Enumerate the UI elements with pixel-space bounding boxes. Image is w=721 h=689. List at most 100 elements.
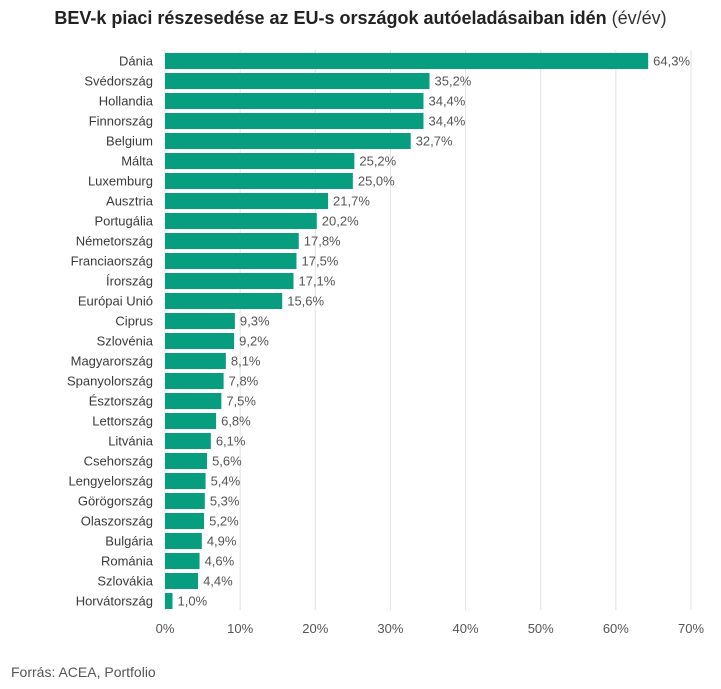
bar	[165, 193, 329, 209]
category-label: Horvátország	[76, 594, 153, 609]
x-tick-label: 60%	[603, 621, 629, 636]
bar	[165, 273, 294, 289]
data-label: 8,1%	[231, 354, 261, 369]
category-label: Észtország	[89, 394, 153, 409]
bar	[165, 433, 211, 449]
category-label: Spanyolország	[67, 374, 153, 389]
category-label: Luxemburg	[88, 174, 153, 189]
data-label: 20,2%	[322, 214, 359, 229]
bar	[165, 373, 224, 389]
category-label: Ciprus	[115, 314, 153, 329]
data-label: 25,2%	[359, 154, 396, 169]
category-label: Magyarország	[71, 354, 153, 369]
bar	[165, 133, 411, 149]
bar	[165, 553, 200, 569]
bar	[165, 493, 205, 509]
data-label: 35,2%	[435, 74, 472, 89]
category-label: Bulgária	[105, 534, 153, 549]
bar	[165, 73, 430, 89]
category-label: Szlovénia	[97, 334, 154, 349]
data-label: 5,6%	[212, 454, 242, 469]
category-label: Olaszország	[81, 514, 153, 529]
x-tick-label: 30%	[377, 621, 403, 636]
data-label: 4,4%	[203, 574, 233, 589]
bar	[165, 173, 353, 189]
data-label: 4,9%	[207, 534, 237, 549]
category-label: Lettország	[92, 414, 153, 429]
data-label: 9,2%	[239, 334, 269, 349]
x-tick-label: 10%	[227, 621, 253, 636]
bar	[165, 533, 202, 549]
chart-title-main: BEV-k piaci részesedése az EU-s országok…	[54, 8, 607, 28]
category-labels: Dánia Svédország Hollandia Finnország Belgiu…	[67, 54, 154, 609]
data-label: 5,2%	[209, 514, 239, 529]
category-label: Románia	[101, 554, 154, 569]
bar	[165, 213, 317, 229]
bar	[165, 233, 299, 249]
data-label: 17,8%	[304, 234, 341, 249]
category-label: Finnország	[89, 114, 153, 129]
category-label: Franciaország	[71, 254, 153, 269]
data-label: 34,4%	[428, 114, 465, 129]
bar-chart: Dánia Svédország Hollandia Finnország Belgiu…	[67, 50, 705, 636]
category-label: Belgium	[106, 134, 153, 149]
category-label: Litvánia	[108, 434, 154, 449]
bar	[165, 593, 173, 609]
data-label: 6,8%	[221, 414, 251, 429]
data-label: 7,5%	[226, 394, 256, 409]
bar	[165, 253, 297, 269]
bar	[165, 573, 199, 589]
category-label: Szlovákia	[97, 574, 153, 589]
bar	[165, 393, 222, 409]
category-label: Hollandia	[99, 94, 154, 109]
category-label: Ausztria	[106, 194, 154, 209]
category-label: Lengyelország	[68, 474, 153, 489]
chart-title-unit: (év/év)	[611, 8, 667, 28]
category-label: Portugália	[94, 214, 153, 229]
category-label: Európai Unió	[78, 294, 153, 309]
data-label: 32,7%	[416, 134, 453, 149]
bar	[165, 293, 283, 309]
x-tick-label: 20%	[302, 621, 328, 636]
bar	[165, 53, 649, 69]
category-label: Svédország	[84, 74, 153, 89]
x-tick-label: 70%	[678, 621, 704, 636]
bar	[165, 453, 208, 469]
data-label: 17,5%	[302, 254, 339, 269]
data-label: 5,3%	[210, 494, 240, 509]
bar	[165, 113, 424, 129]
x-axis-ticks: 0% 10% 20% 30% 40% 50% 60% 70%	[156, 621, 705, 636]
bar	[165, 313, 235, 329]
data-label: 1,0%	[178, 594, 208, 609]
bar	[165, 153, 355, 169]
data-label: 15,6%	[287, 294, 324, 309]
data-label: 4,6%	[205, 554, 235, 569]
data-label: 7,8%	[229, 374, 259, 389]
data-label: 17,1%	[298, 274, 335, 289]
bar	[165, 93, 424, 109]
category-label: Görögország	[78, 494, 153, 509]
data-label: 6,1%	[216, 434, 246, 449]
data-label: 34,4%	[428, 94, 465, 109]
x-tick-label: 40%	[453, 621, 479, 636]
bar	[165, 513, 205, 529]
x-tick-label: 0%	[156, 621, 175, 636]
data-label: 21,7%	[333, 194, 370, 209]
bar	[165, 473, 206, 489]
bars	[165, 53, 649, 609]
source-note: Forrás: ACEA, Portfolio	[11, 664, 156, 680]
bar	[165, 333, 235, 349]
x-tick-label: 50%	[528, 621, 554, 636]
value-labels: 64,3% 35,2% 34,4% 34,4% 32,7% 25,2% 25,0% 21,7%…	[178, 54, 691, 609]
data-label: 64,3%	[653, 54, 690, 69]
data-label: 5,4%	[211, 474, 241, 489]
data-label: 25,0%	[358, 174, 395, 189]
chart-title: BEV-k piaci részesedése az EU-s országok…	[0, 8, 721, 29]
category-label: Csehország	[84, 454, 153, 469]
bar	[165, 353, 226, 369]
bar	[165, 413, 217, 429]
category-label: Málta	[121, 154, 154, 169]
category-label: Dánia	[119, 54, 154, 69]
category-label: Írország	[106, 274, 153, 289]
category-label: Németország	[76, 234, 153, 249]
